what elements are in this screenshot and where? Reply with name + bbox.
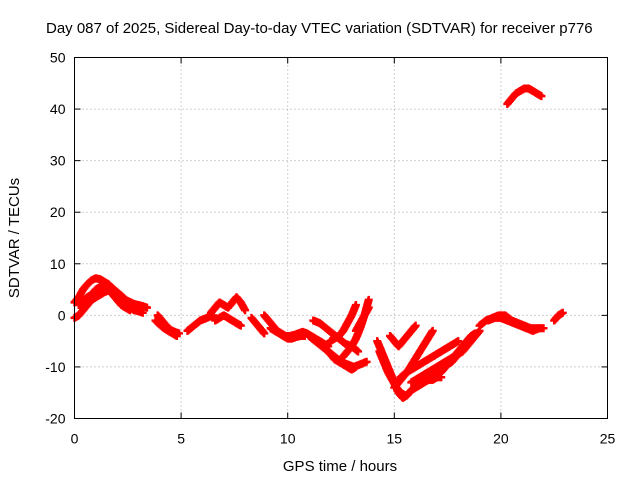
- y-tick-label: 40: [50, 101, 66, 117]
- grid: [74, 57, 608, 419]
- data-point-trace-w: [475, 326, 484, 335]
- data-point-trace-n: [351, 362, 360, 371]
- data-point-trace-g: [241, 306, 250, 315]
- y-tick-label: -10: [45, 359, 65, 375]
- data-point-trace-u: [454, 337, 463, 346]
- y-tick-label: 10: [50, 256, 66, 272]
- data-points: [70, 84, 567, 402]
- data-point-trace-k: [300, 331, 309, 340]
- data-point-trace-b: [138, 308, 147, 317]
- y-tick-label: 0: [58, 307, 66, 323]
- chart-title: Day 087 of 2025, Sidereal Day-to-day VTE…: [46, 20, 593, 37]
- data-point-trace-l: [362, 357, 371, 366]
- data-point-trace-ab: [558, 308, 567, 317]
- x-tick-label: 5: [177, 431, 185, 447]
- y-tick-label: 20: [50, 204, 66, 220]
- data-point-trace-aa: [535, 324, 544, 333]
- data-point-trace-i: [260, 329, 269, 338]
- data-point-trace-s: [400, 391, 409, 400]
- data-point-trace-c: [125, 306, 134, 315]
- data-point-trace-v: [428, 326, 437, 335]
- y-axis-title: SDTVAR / TECUs: [6, 178, 23, 298]
- x-tick-label: 10: [280, 431, 296, 447]
- data-point-trace-o: [351, 301, 360, 310]
- data-point-trace-y: [471, 329, 480, 338]
- x-tick-label: 25: [600, 431, 616, 447]
- plot-frame: [74, 57, 608, 419]
- x-axis-title: GPS time / hours: [283, 458, 397, 475]
- data-point-trace-e: [174, 329, 183, 338]
- x-tick-label: 15: [387, 431, 403, 447]
- data-point-trace-r: [437, 373, 446, 382]
- data-point-trace-h: [236, 321, 245, 330]
- data-point-trace-ac: [537, 92, 546, 101]
- y-tick-label: 50: [50, 50, 66, 66]
- data-point-trace-f: [209, 311, 218, 320]
- data-point-trace-m: [354, 347, 363, 356]
- x-tick-label: 20: [493, 431, 509, 447]
- data-point-trace-p: [364, 295, 373, 304]
- data-point-trace-a: [142, 303, 151, 312]
- data-point-trace-q: [364, 303, 373, 312]
- data-point-trace-t: [411, 321, 420, 330]
- data-point-trace-z: [539, 324, 548, 333]
- axis-ticks: 0 5 10 15 20 25 -20 -10 0 10 20 30 40 50: [45, 50, 615, 447]
- y-tick-label: 30: [50, 153, 66, 169]
- x-tick-label: 0: [71, 431, 79, 447]
- y-tick-label: -20: [45, 411, 65, 427]
